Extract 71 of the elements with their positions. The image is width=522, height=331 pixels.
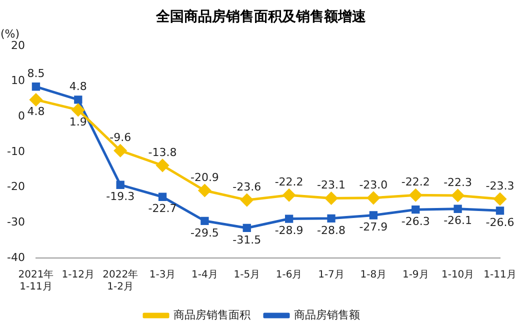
data-label: -22.2 — [401, 175, 430, 188]
x-tick-label: 1-11月 — [484, 270, 516, 281]
data-label: -20.9 — [190, 170, 219, 184]
point — [114, 144, 127, 157]
x-tick-label: 1-10月 — [441, 270, 474, 281]
data-label: -23.3 — [486, 179, 514, 192]
y-tick-label: 20 — [10, 38, 25, 52]
point — [282, 188, 296, 202]
data-label: 4.8 — [69, 80, 87, 94]
point — [367, 192, 380, 204]
point — [240, 194, 254, 206]
data-label: -26.1 — [444, 214, 472, 228]
legend-label: 商品房销售面积 — [174, 308, 250, 322]
x-tick-label: 1-8月 — [360, 270, 387, 281]
point — [30, 93, 42, 106]
point — [452, 189, 464, 202]
point — [74, 96, 82, 104]
x-tick-label: 1-6月 — [276, 270, 302, 281]
x-tick-label: 2022年 1-2月 — [102, 268, 138, 293]
data-label: -23.0 — [359, 178, 388, 192]
x-tick-label: 1-3月 — [149, 270, 176, 281]
point — [156, 159, 169, 172]
data-label: -23.6 — [232, 180, 262, 194]
data-label: -22.3 — [444, 176, 472, 189]
data-label: -26.3 — [401, 214, 430, 228]
point — [72, 104, 84, 116]
data-label: -28.8 — [317, 224, 346, 237]
data-label: -27.9 — [359, 220, 388, 234]
point — [198, 184, 211, 197]
chart-title: 全国商品房销售面积及销售额增速 — [155, 8, 367, 27]
point — [284, 214, 294, 223]
x-tick-label: 1-9月 — [402, 270, 429, 281]
point — [494, 192, 506, 206]
data-label: -23.1 — [317, 178, 346, 192]
point — [412, 206, 420, 214]
y-axis-title: (%) — [0, 27, 20, 40]
data-label: -28.9 — [274, 224, 304, 238]
point — [116, 180, 124, 189]
data-label: -19.3 — [106, 190, 135, 204]
point — [200, 216, 209, 225]
data-label: -22.2 — [274, 175, 304, 188]
data-label: 1.9 — [69, 115, 87, 128]
point — [242, 224, 251, 232]
point — [496, 206, 504, 215]
data-label: -26.6 — [486, 216, 514, 230]
x-tick-label: 1-12月 — [62, 270, 95, 281]
y-tick-label: -30 — [7, 216, 25, 229]
x-tick-label: 1-7月 — [318, 270, 344, 281]
legend-label: 商品房销售额 — [294, 308, 360, 322]
point — [369, 211, 378, 220]
x-tick-label: 1-4月 — [192, 270, 218, 281]
point — [158, 192, 167, 201]
point — [454, 204, 462, 213]
point — [327, 214, 336, 223]
y-tick-label: 0 — [18, 110, 25, 123]
data-label: 4.8 — [27, 105, 45, 118]
x-tick-label: 1-5月 — [234, 270, 260, 281]
point — [32, 82, 40, 91]
point — [325, 192, 338, 205]
point — [409, 188, 422, 202]
data-label: -22.7 — [148, 202, 177, 216]
data-label: -13.8 — [148, 146, 177, 159]
data-label: -31.5 — [232, 233, 262, 246]
y-tick-label: 10 — [10, 74, 25, 88]
x-tick-label: 2021年 1-11月 — [18, 268, 54, 293]
data-label: -9.6 — [110, 130, 132, 144]
data-label: -29.5 — [190, 226, 219, 240]
data-label: 8.5 — [27, 66, 45, 80]
y-tick-label: -20 — [7, 180, 25, 194]
y-tick-label: -40 — [7, 250, 25, 264]
y-tick-label: -10 — [7, 144, 25, 158]
